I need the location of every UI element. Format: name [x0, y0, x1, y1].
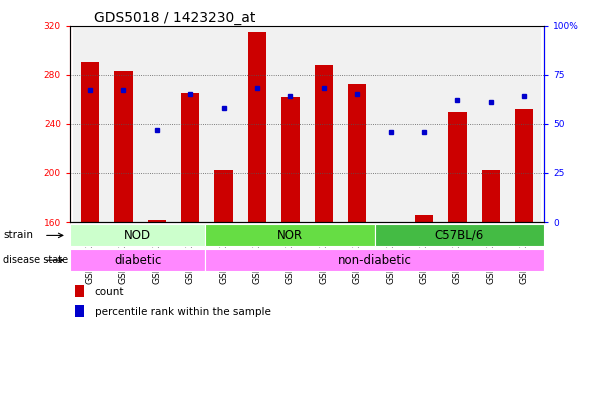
Bar [75, 285, 83, 297]
Text: strain: strain [3, 230, 33, 241]
Text: NOD: NOD [124, 229, 151, 242]
Bar [348, 84, 367, 222]
Bar [474, 26, 508, 222]
Bar [415, 215, 433, 222]
Bar [375, 224, 544, 246]
Bar [340, 26, 374, 222]
Text: disease state: disease state [3, 255, 68, 265]
Bar [307, 26, 340, 222]
Bar [207, 26, 240, 222]
Bar [206, 249, 544, 271]
Bar [215, 171, 233, 222]
Bar [70, 224, 206, 246]
Bar [314, 65, 333, 222]
Bar [206, 224, 375, 246]
Bar [448, 112, 466, 222]
Bar [482, 171, 500, 222]
Bar [515, 109, 533, 222]
Bar [274, 26, 307, 222]
Bar [81, 62, 99, 222]
Text: NOR: NOR [277, 229, 303, 242]
Text: count: count [95, 287, 124, 298]
Bar [114, 71, 133, 222]
Bar [75, 305, 83, 317]
Bar [148, 220, 166, 222]
Bar [173, 26, 207, 222]
Bar [106, 26, 140, 222]
Text: diabetic: diabetic [114, 253, 161, 267]
Bar [281, 97, 300, 222]
Text: C57BL/6: C57BL/6 [435, 229, 484, 242]
Bar [508, 26, 541, 222]
Bar [441, 26, 474, 222]
Text: GDS5018 / 1423230_at: GDS5018 / 1423230_at [94, 11, 255, 24]
Bar [181, 93, 199, 222]
Text: percentile rank within the sample: percentile rank within the sample [95, 307, 271, 317]
Bar [73, 26, 106, 222]
Bar [248, 32, 266, 222]
Bar [407, 26, 441, 222]
Bar [140, 26, 173, 222]
Bar [374, 26, 407, 222]
Text: non-diabetic: non-diabetic [338, 253, 412, 267]
Bar [240, 26, 274, 222]
Bar [70, 249, 206, 271]
